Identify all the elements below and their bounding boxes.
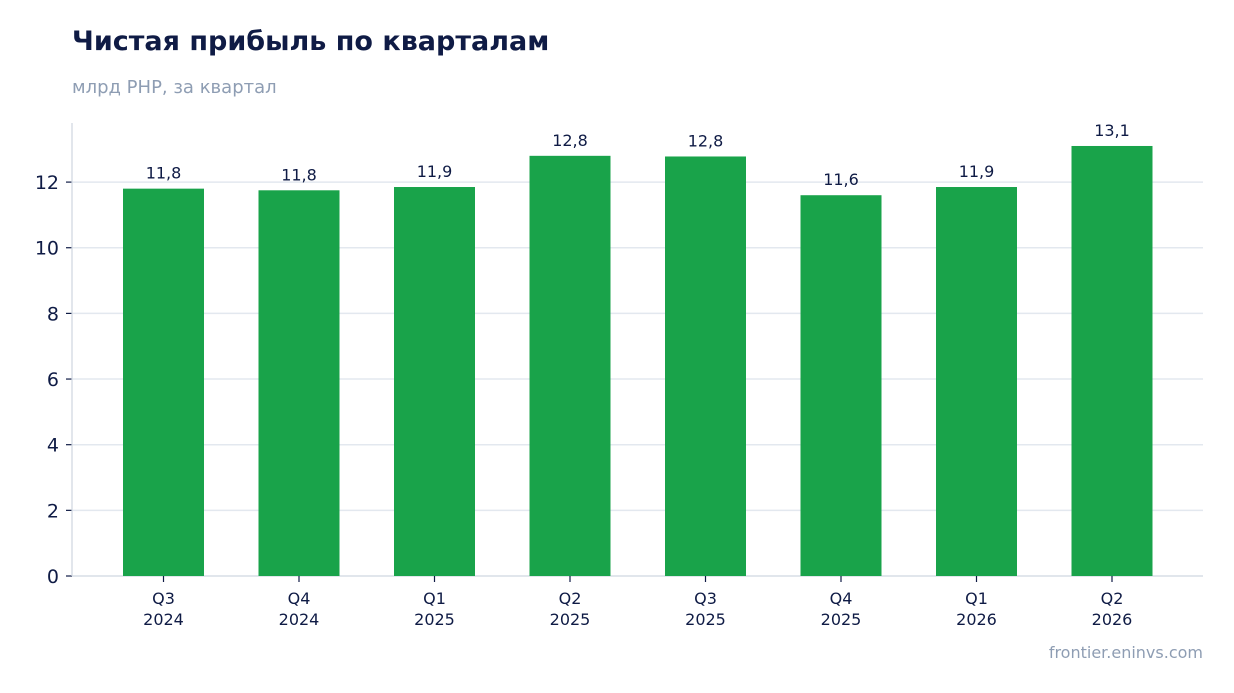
data-label: 11,9 xyxy=(959,162,995,181)
data-label: 13,1 xyxy=(1094,121,1130,140)
x-tick-label-year: 2025 xyxy=(821,610,862,629)
x-tick-label-quarter: Q3 xyxy=(152,589,175,608)
data-label: 12,8 xyxy=(688,131,724,150)
bar xyxy=(665,156,746,576)
x-tick-label-year: 2026 xyxy=(956,610,997,629)
x-tick-label-year: 2024 xyxy=(143,610,184,629)
x-tick-label-quarter: Q4 xyxy=(288,589,311,608)
y-tick-label: 6 xyxy=(47,369,59,391)
bar xyxy=(800,195,882,576)
x-tick-label-year: 2025 xyxy=(550,610,591,629)
x-tick-label-year: 2026 xyxy=(1092,610,1133,629)
data-label: 11,6 xyxy=(823,170,859,189)
x-tick-label-quarter: Q2 xyxy=(559,589,582,608)
y-tick-label: 10 xyxy=(35,238,59,260)
data-label: 12,8 xyxy=(552,131,588,150)
x-tick-label-year: 2025 xyxy=(414,610,455,629)
x-tick-label-year: 2024 xyxy=(279,610,320,629)
bar xyxy=(394,187,475,576)
y-tick-label: 4 xyxy=(47,435,59,457)
x-tick-label-quarter: Q4 xyxy=(830,589,853,608)
bar xyxy=(123,188,204,577)
x-tick-label-year: 2025 xyxy=(685,610,726,629)
y-tick-label: 12 xyxy=(35,172,59,194)
y-tick-label: 2 xyxy=(47,500,59,522)
data-label: 11,8 xyxy=(146,164,182,183)
bars xyxy=(123,145,1153,577)
bar xyxy=(1071,145,1153,576)
data-label: 11,8 xyxy=(281,165,317,184)
x-tick-label-quarter: Q3 xyxy=(694,589,717,608)
x-tick-label-quarter: Q1 xyxy=(965,589,988,608)
axes: 0 2 4 6 8 10 12 xyxy=(35,123,1203,588)
x-tick-label-quarter: Q1 xyxy=(423,589,446,608)
chart-title: Чистая прибыль по кварталам xyxy=(72,26,550,57)
y-tick-label: 8 xyxy=(47,303,59,325)
source-link[interactable]: frontier.eninvs.com xyxy=(1048,643,1203,662)
bar xyxy=(936,187,1017,576)
x-tick-label-quarter: Q2 xyxy=(1101,589,1124,608)
labels: 11,8 Q3 2024 11,8 Q4 2024 11,9 Q1 2025 12,8 Q2 2025… xyxy=(143,121,1132,629)
data-label: 11,9 xyxy=(417,162,453,181)
bar xyxy=(529,155,611,576)
bar xyxy=(258,190,340,577)
chart-subtitle: млрд РНР, за квартал xyxy=(72,77,277,98)
y-tick-label: 0 xyxy=(47,566,59,588)
grid-lines xyxy=(72,181,1203,512)
